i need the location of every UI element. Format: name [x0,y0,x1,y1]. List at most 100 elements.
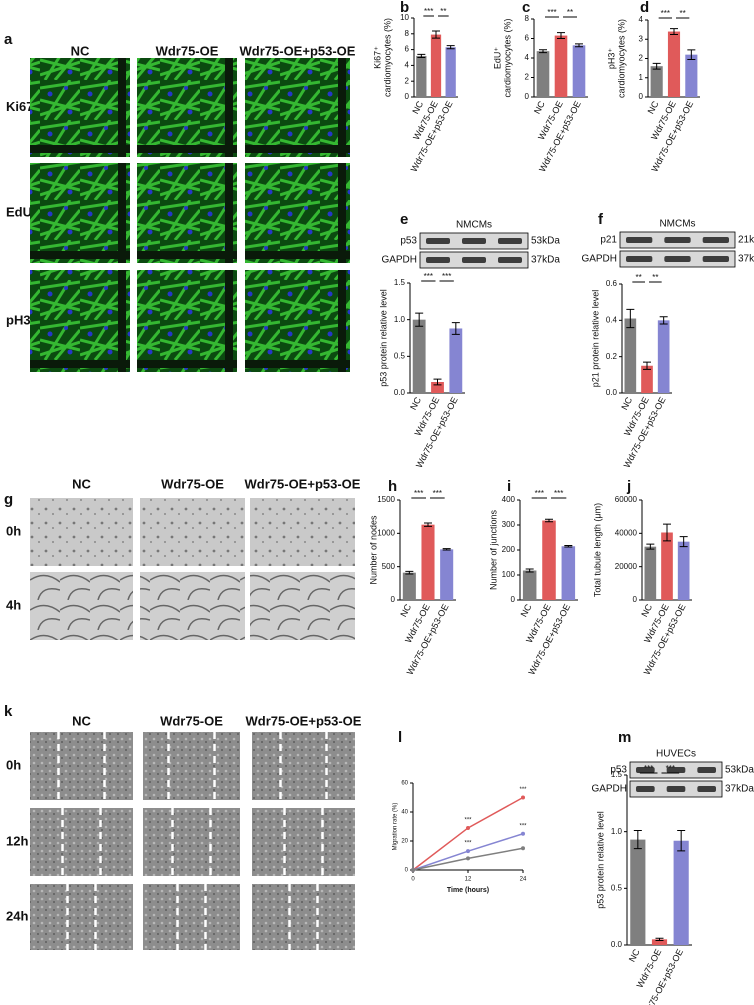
y-tick-label: 8 [525,14,530,23]
sig-label: *** [424,272,433,281]
bar [641,365,653,393]
y-tick-label: 0.0 [606,388,618,397]
x-tick-label: NC [639,602,654,619]
blot-lane [697,767,716,773]
y-axis-label: p21 protein relative level [590,290,600,388]
y-tick-label: 2 [405,76,410,85]
micrograph [137,270,237,372]
micrograph [245,163,350,263]
micrograph [143,732,240,800]
sig-label: *** [424,7,433,16]
panel-letter: k [4,703,13,720]
error-bar [655,937,664,941]
micrograph [30,58,130,157]
bar [412,319,426,393]
blot-row-label: GAPDH [591,784,627,795]
column-header: NC [72,713,91,728]
y-tick-label: 1.0 [611,827,623,836]
blot-lane [702,256,729,262]
micrograph [137,58,237,157]
sig-label: ** [652,273,658,282]
row-label: 0h [6,757,21,772]
bar [522,570,537,600]
bar [561,546,576,600]
blot-title: HUVECs [656,749,696,760]
error-bar [564,545,573,548]
panel-letter: j [626,478,631,495]
bar [650,66,663,97]
error-bar [633,830,642,850]
point-annotation: *** [464,818,472,824]
error-bar [663,523,671,542]
y-tick-label: 0 [639,92,644,101]
y-tick-label: 0 [405,868,409,874]
blot-lane [498,257,522,263]
error-bar [432,30,440,39]
y-tick-label: 0.0 [611,940,623,949]
blot-row-label: GAPDH [581,254,617,265]
bar [554,35,568,97]
row-label: EdU [6,204,32,219]
bar [644,546,657,600]
blot-lane [626,256,653,262]
blot-row-label: p53 [400,236,417,247]
y-tick-label: 60 [401,781,408,787]
blot-lane [498,238,522,244]
y-tick-label: 1500 [377,495,395,504]
bar [431,382,444,393]
sig-label: ** [636,273,642,282]
x-tick-label: NC [532,99,547,116]
blot-title: NMCMs [456,220,492,231]
sig-label: *** [661,9,670,18]
y-tick-label: 0.2 [606,352,618,361]
micrograph [140,498,245,566]
x-axis-label: Time (hours) [447,887,489,894]
x-tick-label: 12 [465,877,472,883]
micrograph [245,58,350,157]
sig-label: *** [433,489,442,498]
blot-size-label: 53kDa [531,236,560,247]
bar [624,318,637,393]
panel-letter: i [507,478,511,495]
y-tick-label: 6 [525,34,530,43]
blot-lane [636,786,655,792]
ortho-strip [338,58,346,157]
bar [685,54,698,97]
point-annotation: *** [519,823,527,829]
ortho-strip [225,270,233,372]
column-header: Wdr75-OE+p53-OE [246,713,362,728]
panel-letter: e [400,211,408,228]
error-bar [545,518,553,523]
ortho-strip [245,251,350,259]
error-bar [451,322,460,335]
y-tick-label: 1000 [377,528,395,537]
bar [536,51,550,97]
error-bar [442,548,451,551]
error-bar [687,49,696,60]
y-tick-label: 0 [511,595,516,604]
y-tick-label: 4 [405,61,410,70]
y-axis-label: cardiomyocytes (%) [616,19,626,98]
point [466,825,470,830]
column-header: Wdr75-OE [160,713,223,728]
y-tick-label: 0.5 [394,351,406,360]
y-tick-label: 500 [382,562,396,571]
sig-label: *** [414,489,423,498]
ortho-strip [137,251,237,259]
column-header: Wdr75-OE+p53-OE [245,476,361,491]
y-axis-label: Number of junctions [488,509,498,590]
y-axis-label: Number of nodes [368,515,378,585]
ortho-strip [225,163,233,263]
micrograph [137,163,237,263]
micrograph [30,884,133,950]
error-bar [652,62,661,70]
sig-label: *** [535,489,544,498]
micrograph [252,808,355,876]
error-bar [679,536,688,548]
ortho-strip [338,270,346,372]
micrograph [30,732,133,800]
blot-lane [626,237,653,243]
micrograph [250,572,355,640]
y-tick-label: 0.5 [611,883,623,892]
